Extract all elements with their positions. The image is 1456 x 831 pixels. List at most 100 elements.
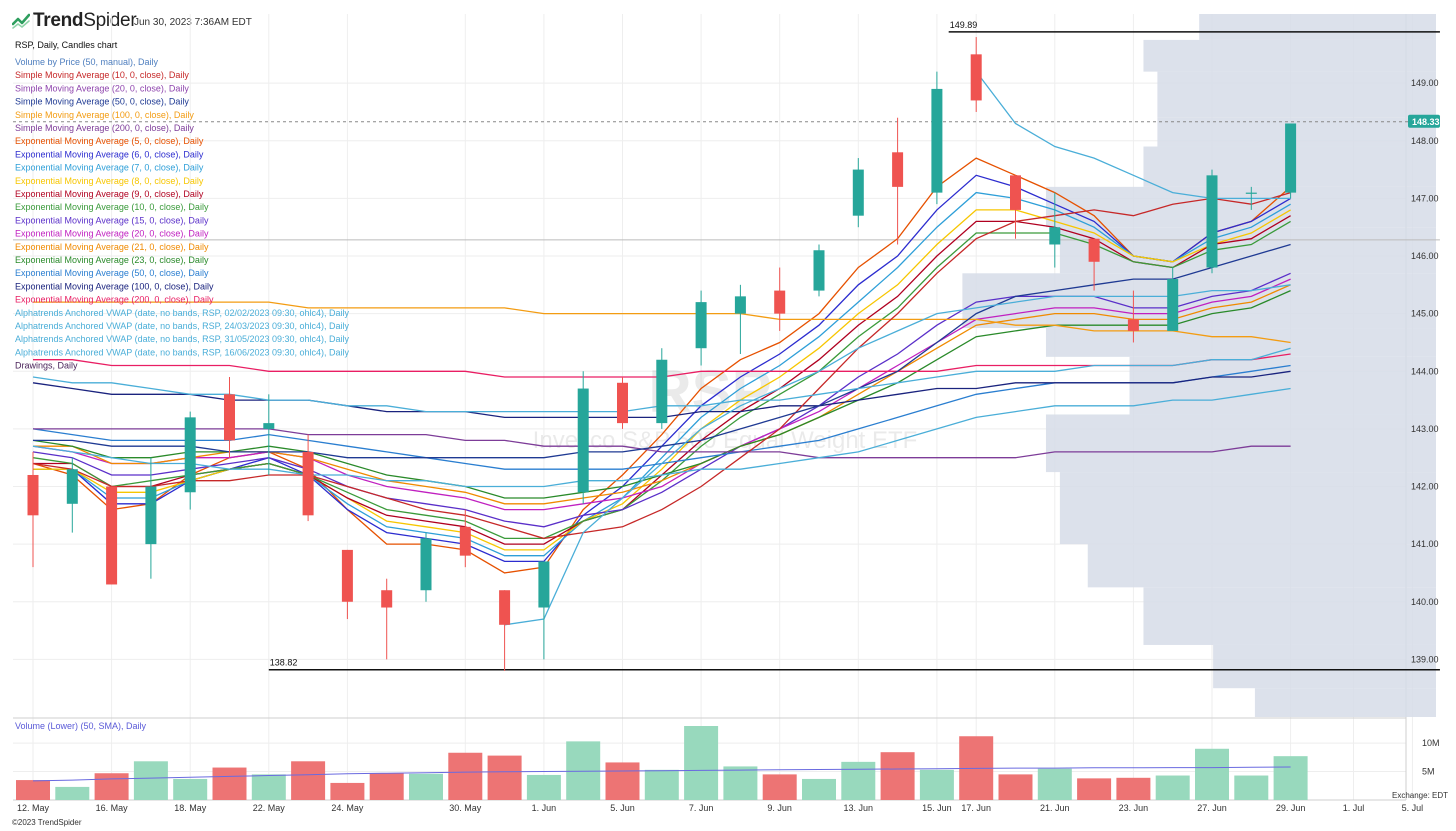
candle-body <box>263 423 275 429</box>
legend-entry: Exponential Moving Average (50, 0, close… <box>15 268 209 278</box>
legend-entry: Drawings, Daily <box>15 361 78 371</box>
legend-entry: Exponential Moving Average (9, 0, close)… <box>15 189 204 199</box>
vbp-bar <box>1199 14 1436 40</box>
x-tick-label: 1. Jun <box>532 803 557 813</box>
volume-bar <box>448 752 483 800</box>
y-tick-label: 139.00 <box>1411 654 1439 664</box>
legend-entry: Alphatrends Anchored VWAP (date, no band… <box>15 308 350 318</box>
candle <box>774 267 786 331</box>
chart-timestamp: Jun 30, 2023 7:36AM EDT <box>134 17 252 28</box>
level-label: 149.89 <box>950 20 978 30</box>
vbp-bar <box>1143 39 1436 72</box>
candle-body <box>538 561 550 608</box>
x-tick-label: 22. May <box>253 803 286 813</box>
y-tick-label: 141.00 <box>1411 539 1439 549</box>
candle <box>302 434 314 522</box>
candle <box>931 71 943 205</box>
candle-body <box>106 486 118 585</box>
volume-bar <box>762 774 797 800</box>
x-tick-label: 16. May <box>96 803 129 813</box>
vbp-bar <box>1157 117 1436 147</box>
x-tick-label: 30. May <box>449 803 482 813</box>
candle <box>813 244 825 297</box>
candle <box>656 348 668 429</box>
y-tick-label: 146.00 <box>1411 251 1439 261</box>
candle <box>577 371 589 504</box>
volume-bar <box>919 769 954 800</box>
candle-body <box>1010 175 1021 210</box>
candle-body <box>499 590 511 625</box>
volume-bar <box>1273 756 1308 800</box>
volume-bar <box>55 786 90 800</box>
legend-entry: Simple Moving Average (100, 0, close), D… <box>15 110 194 120</box>
y-tick-label: 147.00 <box>1411 193 1439 203</box>
volume-bar <box>1116 777 1151 800</box>
x-tick-label: 21. Jun <box>1040 803 1070 813</box>
candle-body <box>1049 227 1061 245</box>
volume-bar <box>1234 775 1269 800</box>
x-tick-label: 24. May <box>331 803 364 813</box>
legend-entry: Simple Moving Average (20, 0, close), Da… <box>15 83 189 93</box>
volume-bar <box>1155 775 1190 800</box>
volume-bar <box>566 741 601 800</box>
volume-bar <box>173 778 208 800</box>
x-tick-label: 9. Jun <box>767 803 792 813</box>
vbp-bar <box>1213 644 1436 689</box>
candle-body <box>577 388 589 493</box>
chart-title: RSP, Daily, Candles chart <box>15 40 118 50</box>
volume-bar <box>369 773 404 800</box>
candle <box>1127 290 1139 343</box>
volume-bar <box>644 769 679 800</box>
volume-bar <box>94 773 129 800</box>
x-tick-label: 7. Jun <box>689 803 714 813</box>
candle <box>27 451 39 568</box>
candle <box>1206 169 1218 274</box>
candle-body <box>1245 192 1257 194</box>
chart-header: TrendSpider Jun 30, 2023 7:36AM EDT <box>0 0 1456 36</box>
x-tick-label: 5. Jul <box>1402 803 1424 813</box>
volume-bar <box>16 780 50 800</box>
vbp-bar <box>1045 186 1436 228</box>
volume-bar <box>605 762 640 800</box>
candle-body <box>145 486 157 545</box>
exchange-label: Exchange: EDT <box>1392 791 1449 800</box>
candle-body <box>184 417 196 493</box>
candle <box>1010 175 1021 239</box>
candle <box>1167 267 1179 331</box>
moving-average-line <box>33 243 1291 459</box>
legend-entry: Exponential Moving Average (100, 0, clos… <box>15 281 214 291</box>
trendspider-logo-icon <box>12 13 30 29</box>
x-tick-label: 13. Jun <box>844 803 874 813</box>
moving-averages <box>32 71 1292 626</box>
candle-body <box>656 359 668 424</box>
legend-entry: Exponential Moving Average (10, 0, close… <box>15 202 209 212</box>
candle-body <box>1088 238 1100 262</box>
y-tick-label: 145.00 <box>1411 309 1439 319</box>
moving-average-line <box>32 191 1291 540</box>
candle <box>420 532 432 602</box>
candle-body <box>381 590 393 608</box>
volume-bar <box>133 761 168 800</box>
candle <box>499 590 511 671</box>
volume-bar <box>212 767 247 800</box>
legend-entry: Exponential Moving Average (6, 0, close)… <box>15 149 204 159</box>
moving-average-line <box>32 278 1291 511</box>
legend-entry: Exponential Moving Average (7, 0, close)… <box>15 163 204 173</box>
moving-average-line <box>504 284 1291 626</box>
candle-body <box>1206 175 1218 268</box>
legend-entry: Alphatrends Anchored VWAP (date, no band… <box>15 334 350 344</box>
volume-tick-label: 10M <box>1422 738 1440 748</box>
candle <box>459 509 471 568</box>
candle <box>892 117 904 245</box>
last-price-badge: 148.33 <box>1408 114 1440 128</box>
legend-entry: Exponential Moving Average (8, 0, close)… <box>15 176 204 186</box>
vbp-bar <box>1087 544 1436 588</box>
candle-body <box>302 451 314 516</box>
moving-average-line <box>32 387 1291 488</box>
candle-body <box>459 526 471 556</box>
candle <box>66 457 78 533</box>
candle <box>538 561 550 660</box>
volume-bar <box>526 774 561 800</box>
